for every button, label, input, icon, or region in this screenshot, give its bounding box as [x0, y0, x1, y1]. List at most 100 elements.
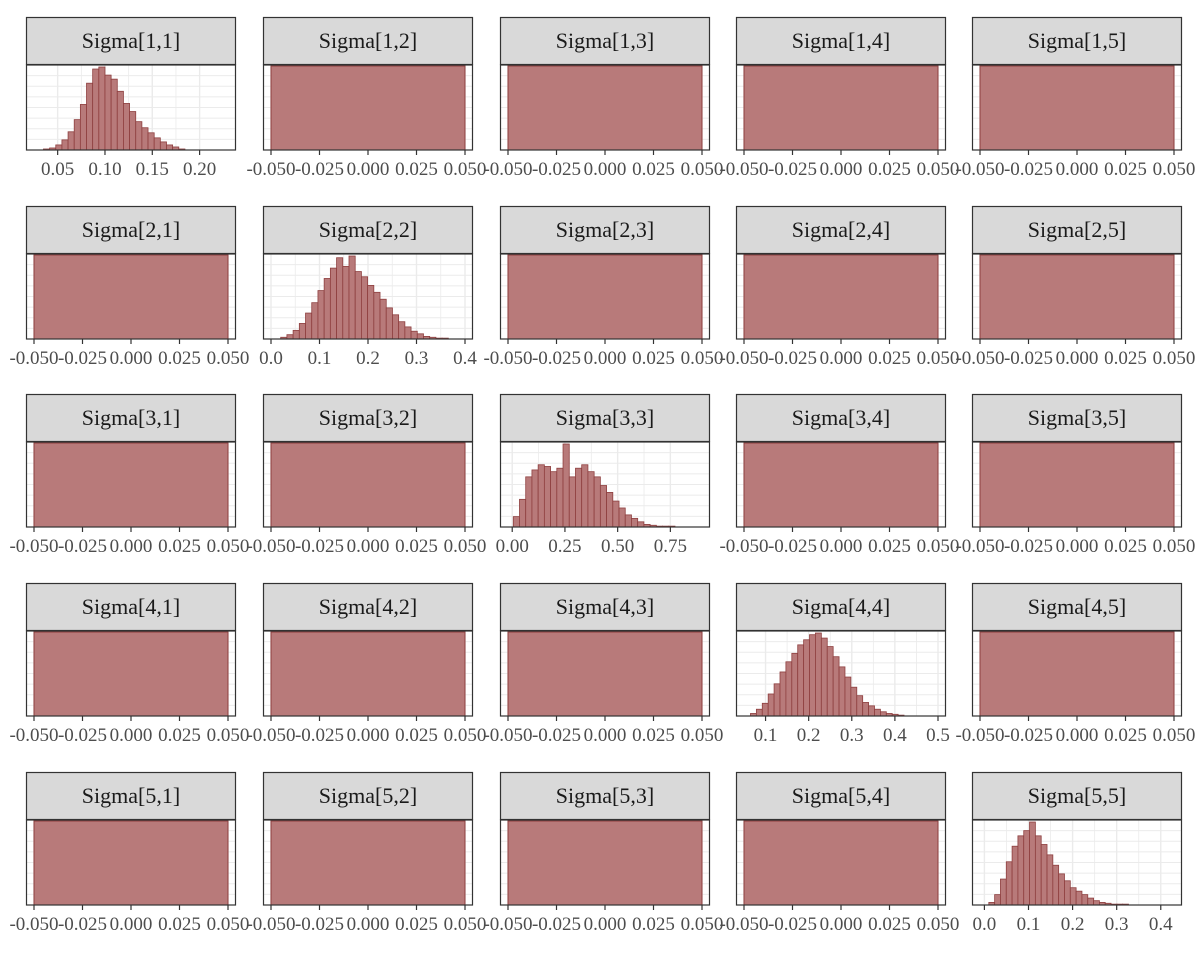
- x-tick-label: 0.050: [917, 536, 960, 557]
- histogram-bar: [637, 521, 645, 528]
- facet-label: Sigma[5,1]: [82, 783, 180, 808]
- histogram-bar: [624, 514, 632, 528]
- x-tick-label: -0.025: [295, 159, 344, 180]
- facet-strip: [971, 16, 1183, 66]
- histogram-bar: [779, 671, 787, 717]
- facet-panel: Sigma[2,5] -0.050 -0.025 0.000 0.025 0.050: [955, 205, 1196, 369]
- x-tick-label: 0.025: [395, 159, 438, 180]
- facet-panel: Sigma[1,5] -0.050 -0.025 0.000 0.025 0.050: [955, 16, 1196, 180]
- x-tick-label: 0.025: [395, 725, 438, 746]
- x-tick-label: 0.000: [584, 348, 627, 369]
- facet-label: Sigma[1,2]: [319, 28, 417, 53]
- x-tick-label: 0.15: [136, 159, 169, 180]
- x-tick-label: 0.000: [584, 914, 627, 935]
- histogram-bar: [166, 144, 174, 151]
- histogram-bar: [67, 131, 75, 151]
- histogram-bar: [1040, 844, 1048, 906]
- facet-strip: [25, 582, 237, 632]
- histogram-bar: [531, 469, 539, 528]
- x-tick-label: 0.050: [207, 536, 250, 557]
- facet-label: Sigma[2,2]: [319, 217, 417, 242]
- histogram-bar: [298, 323, 306, 340]
- x-tick-label: -0.050: [9, 348, 58, 369]
- facet-label: Sigma[2,4]: [792, 217, 890, 242]
- histogram-bar: [392, 314, 400, 340]
- histogram-bar: [791, 652, 799, 717]
- histogram-bar: [98, 66, 106, 151]
- x-tick-label: 0.000: [820, 914, 863, 935]
- facet-strip: [971, 582, 1183, 632]
- histogram-bar: [743, 254, 939, 340]
- x-tick-label: 0.4: [1149, 914, 1173, 935]
- histogram-bar: [743, 442, 939, 528]
- histogram-bar: [410, 330, 418, 340]
- histogram-bar: [367, 284, 375, 340]
- histogram-bar: [270, 65, 466, 151]
- x-tick-label: -0.050: [246, 914, 295, 935]
- x-tick-label: 0.000: [110, 536, 153, 557]
- x-tick-label: -0.050: [955, 536, 1004, 557]
- x-tick-label: 0.050: [681, 348, 724, 369]
- histogram-bar: [612, 500, 620, 528]
- x-tick-label: -0.050: [719, 914, 768, 935]
- x-tick-label: 0.025: [158, 914, 201, 935]
- histogram-bar: [329, 267, 337, 340]
- x-tick-label: -0.050: [719, 348, 768, 369]
- x-tick-label: -0.050: [955, 159, 1004, 180]
- histogram-bar: [512, 516, 520, 528]
- x-tick-label: 0.10: [88, 159, 121, 180]
- x-tick-label: 0.025: [158, 725, 201, 746]
- histogram-bar: [826, 646, 834, 717]
- histogram-bar: [1023, 830, 1030, 906]
- facet-panel: Sigma[5,5] 0.0 0.1 0.2 0.3 0.4: [971, 771, 1183, 935]
- x-tick-label: 0.5: [926, 725, 950, 746]
- facet-panel: Sigma[5,2] -0.050 -0.025 0.000 0.025 0.050: [246, 771, 486, 935]
- facet-panel: Sigma[5,3] -0.050 -0.025 0.000 0.025 0.050: [483, 771, 723, 935]
- histogram-bar: [507, 820, 703, 906]
- x-tick-label: 0.050: [444, 536, 487, 557]
- facet-label: Sigma[4,5]: [1028, 594, 1126, 619]
- facet-panel: Sigma[5,4] -0.050 -0.025 0.000 0.025 0.050: [719, 771, 960, 935]
- facet-label: Sigma[5,2]: [319, 783, 417, 808]
- x-tick-label: 0.025: [868, 159, 911, 180]
- histogram-bar: [979, 65, 1175, 151]
- histogram-bar: [1052, 864, 1060, 906]
- x-tick-label: 0.025: [158, 536, 201, 557]
- x-tick-label: 0.050: [681, 725, 724, 746]
- x-tick-label: 0.050: [1153, 159, 1196, 180]
- x-tick-label: 0.025: [1104, 725, 1147, 746]
- histogram-bar: [856, 695, 864, 717]
- histogram-bar: [809, 634, 816, 717]
- x-tick-label: 0.0: [259, 348, 283, 369]
- x-tick-label: -0.050: [483, 348, 532, 369]
- x-tick-label: 0.050: [917, 914, 960, 935]
- x-tick-label: 0.000: [347, 725, 390, 746]
- x-tick-label: 0.050: [1153, 348, 1196, 369]
- facet-strip: [262, 16, 474, 66]
- x-tick-label: 0.3: [1105, 914, 1129, 935]
- x-tick-label: -0.025: [768, 159, 817, 180]
- x-tick-label: -0.050: [246, 725, 295, 746]
- x-tick-label: 0.025: [632, 914, 675, 935]
- x-tick-label: 0.3: [405, 348, 429, 369]
- histogram-bar: [153, 137, 161, 151]
- facet-label: Sigma[3,3]: [556, 405, 654, 430]
- x-tick-label: 0.025: [1104, 348, 1147, 369]
- x-tick-label: -0.050: [483, 159, 532, 180]
- histogram-bar: [562, 443, 570, 528]
- facet-panel: Sigma[1,3] -0.050 -0.025 0.000 0.025 0.050: [483, 16, 723, 180]
- histogram-bar: [581, 464, 589, 528]
- histogram-bar: [599, 485, 607, 528]
- histogram-bar: [116, 90, 124, 151]
- x-tick-label: 0.000: [1056, 536, 1099, 557]
- facet-label: Sigma[3,2]: [319, 405, 417, 430]
- facet-label: Sigma[5,5]: [1028, 783, 1126, 808]
- histogram-bar: [159, 141, 167, 151]
- x-tick-label: -0.025: [768, 348, 817, 369]
- histogram-bar: [803, 639, 810, 717]
- x-tick-label: -0.050: [719, 536, 768, 557]
- facet-label: Sigma[3,5]: [1028, 405, 1126, 430]
- x-tick-label: 0.000: [820, 536, 863, 557]
- facet-label: Sigma[1,5]: [1028, 28, 1126, 53]
- histogram-bar: [385, 307, 393, 340]
